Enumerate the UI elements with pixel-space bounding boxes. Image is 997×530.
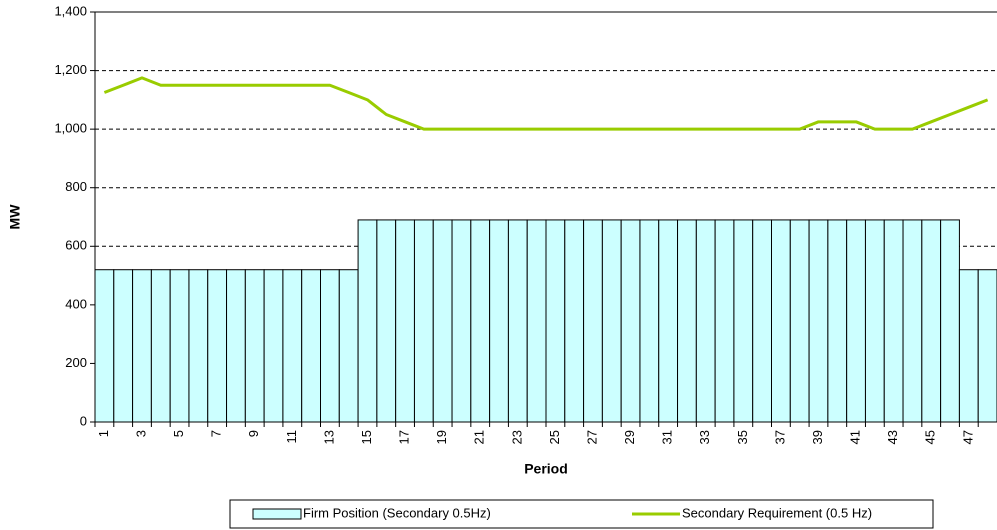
y-tick-label: 800 bbox=[65, 179, 87, 194]
x-tick-label: 9 bbox=[246, 430, 261, 437]
bar bbox=[977, 269, 997, 423]
x-tick-label: 21 bbox=[472, 430, 487, 444]
bar bbox=[940, 219, 960, 423]
bar bbox=[620, 219, 641, 423]
y-tick-label: 600 bbox=[65, 238, 87, 253]
bar bbox=[207, 269, 228, 423]
y-tick-label: 400 bbox=[65, 296, 87, 311]
legend-box bbox=[229, 499, 934, 529]
legend-swatch bbox=[252, 508, 302, 520]
bar bbox=[507, 219, 528, 423]
x-tick-label: 19 bbox=[434, 430, 449, 444]
x-tick-label: 17 bbox=[397, 430, 412, 444]
x-tick-label: 5 bbox=[171, 430, 186, 437]
x-tick-label: 31 bbox=[660, 430, 675, 444]
bar bbox=[677, 219, 697, 423]
bar bbox=[150, 269, 171, 423]
x-tick-label: 23 bbox=[509, 430, 524, 444]
bar bbox=[526, 219, 547, 423]
bar bbox=[282, 269, 303, 423]
bar bbox=[263, 269, 284, 423]
bar bbox=[338, 269, 359, 423]
bar bbox=[113, 269, 134, 423]
bar bbox=[789, 219, 810, 423]
bar bbox=[883, 219, 904, 423]
x-tick-label: 3 bbox=[133, 430, 148, 437]
bar bbox=[714, 219, 735, 423]
x-axis-label: Period bbox=[524, 461, 568, 477]
x-tick-label: 39 bbox=[810, 430, 825, 444]
bar bbox=[226, 269, 246, 423]
bar bbox=[169, 269, 190, 423]
bar bbox=[958, 269, 979, 423]
legend-label: Firm Position (Secondary 0.5Hz) bbox=[303, 505, 491, 520]
x-tick-label: 25 bbox=[547, 430, 562, 444]
bar bbox=[320, 269, 340, 423]
x-tick-label: 45 bbox=[923, 430, 938, 444]
bar bbox=[188, 269, 209, 423]
bar bbox=[357, 219, 378, 423]
bar bbox=[432, 219, 453, 423]
bar bbox=[695, 219, 716, 423]
bar bbox=[470, 219, 491, 423]
bar bbox=[902, 219, 923, 423]
bar bbox=[489, 219, 509, 423]
bar bbox=[376, 219, 397, 423]
x-tick-label: 27 bbox=[584, 430, 599, 444]
bar bbox=[658, 219, 679, 423]
x-tick-label: 37 bbox=[772, 430, 787, 444]
bar bbox=[564, 219, 585, 423]
bar bbox=[733, 219, 754, 423]
y-tick-label: 1,000 bbox=[54, 121, 87, 136]
bar bbox=[827, 219, 848, 423]
y-tick-label: 0 bbox=[80, 413, 87, 428]
bar bbox=[94, 269, 115, 423]
x-tick-label: 15 bbox=[359, 430, 374, 444]
y-tick-label: 200 bbox=[65, 355, 87, 370]
bar bbox=[301, 269, 322, 423]
bar bbox=[921, 219, 942, 423]
bar bbox=[413, 219, 434, 423]
legend-label: Secondary Requirement (0.5 Hz) bbox=[682, 505, 872, 520]
bar bbox=[244, 269, 265, 423]
bar bbox=[752, 219, 772, 423]
x-tick-label: 1 bbox=[96, 430, 111, 437]
y-tick-label: 1,400 bbox=[54, 3, 87, 18]
bar bbox=[771, 219, 791, 423]
bar bbox=[395, 219, 415, 423]
bar bbox=[864, 219, 885, 423]
x-tick-label: 47 bbox=[960, 430, 975, 444]
bar bbox=[846, 219, 866, 423]
x-tick-label: 11 bbox=[284, 430, 299, 444]
x-tick-label: 7 bbox=[209, 430, 224, 437]
bar bbox=[639, 219, 660, 423]
bar bbox=[545, 219, 566, 423]
x-tick-label: 43 bbox=[885, 430, 900, 444]
bar bbox=[808, 219, 829, 423]
bar bbox=[132, 269, 152, 423]
x-tick-label: 29 bbox=[622, 430, 637, 444]
bar bbox=[451, 219, 472, 423]
x-tick-label: 33 bbox=[697, 430, 712, 444]
x-tick-label: 35 bbox=[735, 430, 750, 444]
y-tick-label: 1,200 bbox=[54, 62, 87, 77]
y-axis-label: MW bbox=[7, 204, 23, 230]
bar bbox=[583, 219, 603, 423]
line bbox=[103, 76, 989, 131]
x-tick-label: 41 bbox=[848, 430, 863, 444]
x-tick-label: 13 bbox=[321, 430, 336, 444]
bar bbox=[601, 219, 622, 423]
